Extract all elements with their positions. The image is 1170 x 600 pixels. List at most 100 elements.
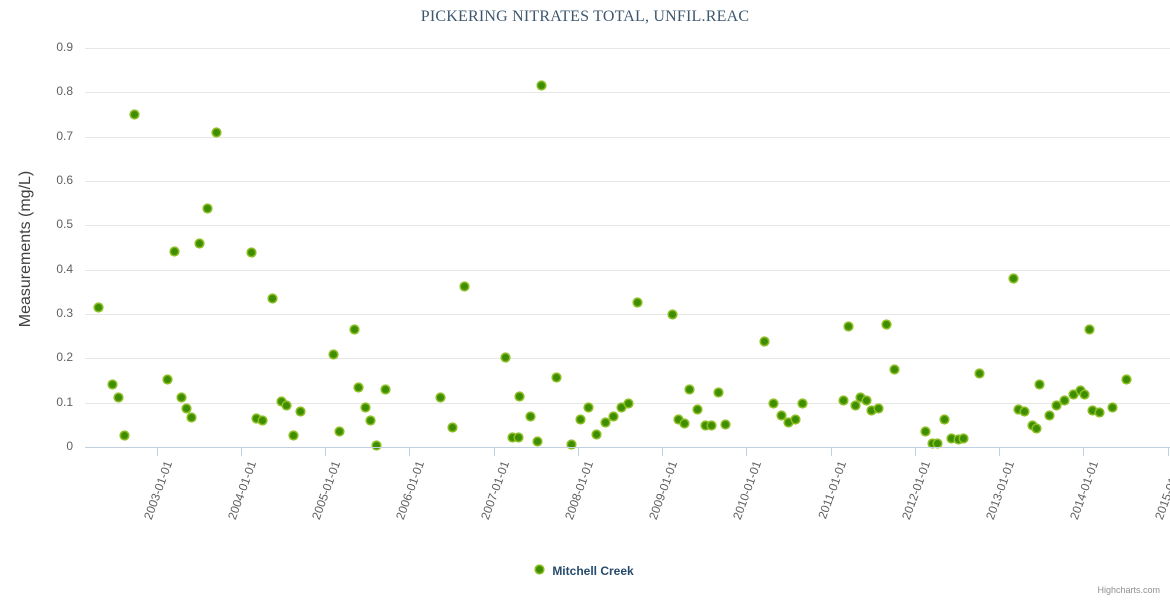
data-point[interactable] xyxy=(1032,424,1040,432)
data-point[interactable] xyxy=(617,403,625,411)
data-point[interactable] xyxy=(714,389,722,397)
data-point[interactable] xyxy=(329,350,337,358)
data-point[interactable] xyxy=(350,326,358,334)
data-point[interactable] xyxy=(268,294,276,302)
data-point[interactable] xyxy=(1045,412,1053,420)
data-point[interactable] xyxy=(928,440,936,448)
data-point[interactable] xyxy=(721,421,729,429)
data-point[interactable] xyxy=(1080,390,1088,398)
data-point[interactable] xyxy=(668,310,676,318)
data-point[interactable] xyxy=(1076,387,1084,395)
data-point[interactable] xyxy=(163,376,171,384)
data-point[interactable] xyxy=(170,248,178,256)
data-point[interactable] xyxy=(247,249,255,257)
data-point[interactable] xyxy=(1060,396,1068,404)
data-point[interactable] xyxy=(1052,401,1060,409)
data-point[interactable] xyxy=(177,393,185,401)
data-point[interactable] xyxy=(633,298,641,306)
data-point[interactable] xyxy=(839,397,847,405)
data-point[interactable] xyxy=(784,419,792,427)
data-point[interactable] xyxy=(685,385,693,393)
data-point[interactable] xyxy=(195,240,203,248)
data-point[interactable] xyxy=(940,415,948,423)
data-point[interactable] xyxy=(609,412,617,420)
data-point[interactable] xyxy=(526,412,534,420)
data-point[interactable] xyxy=(882,320,890,328)
data-point[interactable] xyxy=(1085,325,1093,333)
data-point[interactable] xyxy=(277,397,285,405)
data-point[interactable] xyxy=(335,428,343,436)
data-point[interactable] xyxy=(514,434,522,442)
data-point[interactable] xyxy=(282,401,290,409)
data-point[interactable] xyxy=(354,384,362,392)
data-point[interactable] xyxy=(108,380,116,388)
data-point[interactable] xyxy=(674,416,682,423)
data-point[interactable] xyxy=(361,403,369,411)
data-point[interactable] xyxy=(693,406,701,414)
data-point[interactable] xyxy=(508,433,516,441)
data-point[interactable] xyxy=(856,393,864,401)
data-point[interactable] xyxy=(947,434,955,442)
data-point[interactable] xyxy=(501,353,509,361)
data-point[interactable] xyxy=(460,282,468,290)
data-point[interactable] xyxy=(760,337,768,345)
data-point[interactable] xyxy=(537,82,545,90)
data-point[interactable] xyxy=(120,431,128,439)
data-point[interactable] xyxy=(567,441,575,449)
data-point[interactable] xyxy=(862,396,870,404)
data-point[interactable] xyxy=(867,406,875,414)
data-point[interactable] xyxy=(954,435,962,443)
data-point[interactable] xyxy=(851,402,859,410)
data-point[interactable] xyxy=(921,428,929,436)
data-point[interactable] xyxy=(203,204,211,212)
data-point[interactable] xyxy=(1108,403,1116,411)
data-point[interactable] xyxy=(258,417,266,425)
data-point[interactable] xyxy=(844,323,852,331)
data-point[interactable] xyxy=(933,440,941,448)
data-point[interactable] xyxy=(701,422,709,430)
data-point[interactable] xyxy=(381,385,389,393)
data-point[interactable] xyxy=(1020,408,1028,416)
data-point[interactable] xyxy=(533,438,541,446)
data-point[interactable] xyxy=(1014,405,1022,413)
data-point[interactable] xyxy=(707,421,715,429)
data-point[interactable] xyxy=(1035,380,1043,388)
data-point[interactable] xyxy=(1122,376,1130,384)
data-point[interactable] xyxy=(592,431,600,439)
data-point[interactable] xyxy=(552,373,560,381)
data-point[interactable] xyxy=(874,405,882,413)
data-point[interactable] xyxy=(252,415,260,423)
data-point[interactable] xyxy=(1095,409,1103,417)
data-point[interactable] xyxy=(791,415,799,423)
data-point[interactable] xyxy=(372,441,380,449)
data-point[interactable] xyxy=(114,393,122,401)
legend-item-mitchell-creek[interactable]: Mitchell Creek xyxy=(536,563,634,578)
data-point[interactable] xyxy=(975,369,983,377)
data-point[interactable] xyxy=(798,400,806,408)
data-point[interactable] xyxy=(680,419,688,427)
data-point[interactable] xyxy=(1028,421,1036,429)
data-point[interactable] xyxy=(130,111,138,118)
data-point[interactable] xyxy=(890,365,898,373)
data-point[interactable] xyxy=(769,400,777,408)
data-point[interactable] xyxy=(1088,406,1096,414)
highcharts-credits[interactable]: Highcharts.com xyxy=(1097,585,1160,595)
data-point[interactable] xyxy=(584,404,592,412)
data-point[interactable] xyxy=(436,394,444,402)
data-point[interactable] xyxy=(624,400,632,408)
data-point[interactable] xyxy=(289,432,297,440)
data-point[interactable] xyxy=(296,408,304,416)
data-point[interactable] xyxy=(576,415,584,423)
data-point[interactable] xyxy=(182,405,190,413)
data-point[interactable] xyxy=(777,411,785,419)
data-point[interactable] xyxy=(94,303,102,311)
data-point[interactable] xyxy=(187,413,195,421)
data-point[interactable] xyxy=(959,434,967,442)
data-point[interactable] xyxy=(601,418,609,426)
data-point[interactable] xyxy=(212,128,220,136)
data-point[interactable] xyxy=(1009,275,1017,283)
data-point[interactable] xyxy=(366,416,374,424)
data-point[interactable] xyxy=(448,423,456,431)
data-point[interactable] xyxy=(1069,390,1077,398)
data-point[interactable] xyxy=(515,393,523,401)
